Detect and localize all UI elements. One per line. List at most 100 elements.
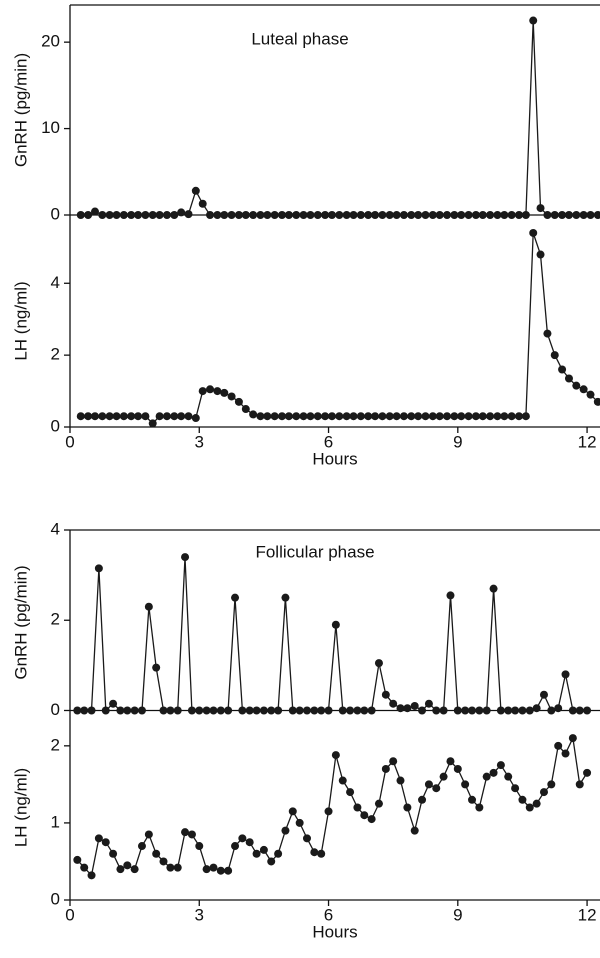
data-point	[292, 211, 301, 219]
y-tick-label: 2	[51, 735, 60, 754]
data-point	[453, 706, 462, 715]
data-point	[101, 838, 110, 847]
data-point	[464, 412, 473, 421]
data-point	[134, 412, 143, 421]
data-point	[249, 211, 258, 219]
data-point	[324, 706, 333, 715]
data-point	[259, 706, 268, 715]
data-point	[389, 699, 398, 708]
data-point	[288, 807, 297, 816]
data-point	[496, 706, 505, 715]
data-point	[461, 780, 470, 789]
data-point	[177, 412, 186, 421]
data-point	[439, 706, 448, 715]
data-point	[439, 772, 448, 781]
data-point	[461, 706, 470, 715]
data-point	[496, 761, 505, 770]
x-tick-label: 12	[578, 432, 597, 451]
data-point	[475, 803, 484, 812]
data-point	[547, 706, 556, 715]
data-point	[116, 865, 125, 874]
data-point	[310, 848, 319, 857]
data-point	[432, 706, 441, 715]
data-point	[184, 210, 193, 219]
data-point	[453, 764, 462, 773]
data-point	[281, 593, 290, 602]
data-point	[586, 211, 595, 219]
data-point	[593, 211, 600, 219]
data-point	[504, 706, 513, 715]
data-point	[356, 412, 365, 421]
y-axis-label: GnRH (pg/min)	[11, 53, 30, 167]
data-point	[123, 861, 132, 870]
data-point	[94, 834, 103, 843]
data-point	[274, 849, 283, 858]
x-tick-label: 0	[65, 432, 74, 451]
data-point	[295, 706, 304, 715]
data-point	[127, 211, 136, 219]
data-point	[173, 863, 182, 872]
data-point	[327, 211, 336, 219]
data-point	[270, 412, 279, 421]
data-point	[234, 211, 243, 219]
data-point	[482, 772, 491, 781]
data-point	[241, 405, 250, 414]
data-point	[94, 564, 103, 573]
data-point	[181, 828, 190, 837]
x-tick-label: 6	[324, 432, 333, 451]
data-point	[216, 706, 225, 715]
data-point	[105, 412, 114, 421]
data-point	[550, 211, 559, 219]
data-point	[87, 871, 96, 880]
x-tick-label: 3	[195, 432, 204, 451]
data-point	[162, 412, 171, 421]
data-point	[367, 706, 376, 715]
data-point	[141, 211, 150, 219]
data-point	[446, 757, 455, 766]
data-point	[374, 799, 383, 808]
data-point	[418, 795, 427, 804]
data-point	[381, 690, 390, 699]
data-point	[206, 211, 215, 219]
data-point	[539, 788, 548, 797]
data-point	[191, 414, 200, 423]
data-point	[478, 211, 487, 219]
data-point	[137, 706, 146, 715]
data-point	[471, 412, 480, 421]
annotation: Luteal phase	[251, 29, 348, 48]
data-point	[558, 365, 567, 374]
data-point	[457, 211, 466, 219]
data-point	[112, 211, 121, 219]
data-point	[317, 849, 326, 858]
x-tick-label: 6	[324, 905, 333, 924]
x-tick-label: 0	[65, 905, 74, 924]
data-point	[489, 584, 498, 593]
data-point	[299, 412, 308, 421]
data-point	[317, 706, 326, 715]
data-point	[187, 706, 196, 715]
data-point	[410, 701, 419, 710]
data-point	[564, 211, 573, 219]
data-point	[464, 211, 473, 219]
data-point	[493, 211, 502, 219]
data-point	[414, 211, 423, 219]
data-point	[209, 863, 218, 872]
data-point	[435, 412, 444, 421]
data-point	[471, 211, 480, 219]
data-point	[518, 795, 527, 804]
data-point	[263, 412, 272, 421]
data-point	[281, 826, 290, 835]
data-point	[356, 211, 365, 219]
y-tick-label: 1	[51, 812, 60, 831]
data-point	[424, 699, 433, 708]
data-point	[586, 390, 595, 399]
data-point	[335, 412, 344, 421]
data-point	[321, 412, 330, 421]
data-point	[302, 706, 311, 715]
data-point	[73, 855, 82, 864]
data-point	[306, 211, 315, 219]
data-point	[109, 699, 118, 708]
data-point	[521, 412, 530, 421]
data-point	[101, 706, 110, 715]
data-point	[378, 412, 387, 421]
